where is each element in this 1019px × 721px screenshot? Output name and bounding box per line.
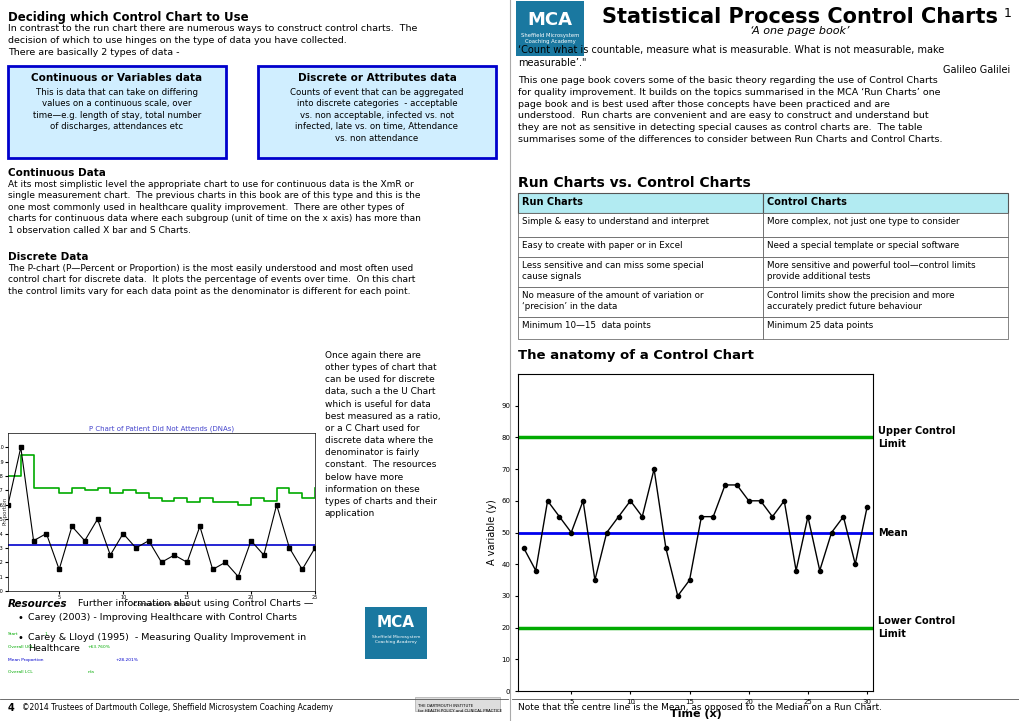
FancyBboxPatch shape	[762, 257, 1007, 287]
Text: +63.760%: +63.760%	[88, 645, 111, 649]
Text: MCA: MCA	[527, 11, 572, 29]
Text: Control limits show the precision and more
accurately predict future behaviour: Control limits show the precision and mo…	[766, 291, 954, 311]
FancyBboxPatch shape	[518, 287, 762, 317]
Text: Minimum 10—15  data points: Minimum 10—15 data points	[522, 321, 650, 330]
Text: Less sensitive and can miss some special
cause signals: Less sensitive and can miss some special…	[522, 261, 703, 281]
Text: Statistical Process Control Charts: Statistical Process Control Charts	[601, 7, 997, 27]
Text: Carey (2003) - Improving Healthcare with Control Charts: Carey (2003) - Improving Healthcare with…	[28, 613, 297, 622]
Text: Carey & Lloyd (1995)  - Measuring Quality Improvement in
Healthcare: Carey & Lloyd (1995) - Measuring Quality…	[28, 633, 306, 653]
FancyBboxPatch shape	[518, 257, 762, 287]
Text: Sheffield Microsystem
Coaching Academy: Sheffield Microsystem Coaching Academy	[372, 635, 420, 644]
Text: ‘Count what is countable, measure what is measurable. What is not measurable, ma: ‘Count what is countable, measure what i…	[518, 45, 944, 68]
X-axis label: Consecutive Time: Consecutive Time	[133, 601, 190, 606]
Text: Run Charts vs. Control Charts: Run Charts vs. Control Charts	[518, 176, 750, 190]
Text: Discrete Data: Discrete Data	[8, 252, 89, 262]
Text: Simple & easy to understand and interpret: Simple & easy to understand and interpre…	[522, 217, 708, 226]
Text: Mean Proportion: Mean Proportion	[8, 658, 44, 662]
Text: Need a special template or special software: Need a special template or special softw…	[766, 241, 958, 250]
Text: Further information about using Control Charts —: Further information about using Control …	[77, 599, 313, 608]
Text: This one page book covers some of the basic theory regarding the use of Control : This one page book covers some of the ba…	[518, 76, 942, 144]
Text: Run Charts: Run Charts	[522, 197, 582, 207]
Text: Resources: Resources	[8, 599, 67, 609]
FancyBboxPatch shape	[762, 193, 1007, 213]
Text: 1: 1	[1003, 7, 1011, 20]
Text: This is data that can take on differing
values on a continuous scale, over
time—: This is data that can take on differing …	[33, 88, 201, 131]
Text: n/a: n/a	[88, 670, 95, 674]
Text: •: •	[18, 633, 23, 643]
Text: Galileo Galilei: Galileo Galilei	[942, 65, 1009, 75]
FancyBboxPatch shape	[365, 607, 427, 659]
Text: In contrast to the run chart there are numerous ways to construct control charts: In contrast to the run chart there are n…	[8, 24, 417, 57]
Text: MCA: MCA	[377, 615, 415, 630]
Text: More sensitive and powerful tool—control limits
provide additional tests: More sensitive and powerful tool—control…	[766, 261, 974, 281]
Text: Deciding which Control Chart to Use: Deciding which Control Chart to Use	[8, 11, 249, 24]
Text: Overall UCL: Overall UCL	[8, 645, 34, 649]
Text: The P-chart (P—Percent or Proportion) is the most easily understood and most oft: The P-chart (P—Percent or Proportion) is…	[8, 264, 415, 296]
Text: •: •	[18, 613, 23, 623]
Title: P Chart of Patient Did Not Attends (DNAs): P Chart of Patient Did Not Attends (DNAs…	[89, 425, 233, 432]
FancyBboxPatch shape	[762, 317, 1007, 339]
Text: Control Charts: Control Charts	[766, 197, 846, 207]
FancyBboxPatch shape	[762, 287, 1007, 317]
Text: Upper Control
Limit: Upper Control Limit	[877, 426, 955, 448]
Text: Note that the centre line is the Mean, as opposed to the Median on a Run Chart.: Note that the centre line is the Mean, a…	[518, 703, 881, 712]
Y-axis label: A variable (y): A variable (y)	[487, 500, 496, 565]
Text: 1: 1	[45, 632, 48, 636]
FancyBboxPatch shape	[518, 213, 762, 237]
Text: At its most simplistic level the appropriate chart to use for continuous data is: At its most simplistic level the appropr…	[8, 180, 421, 235]
Text: More complex, not just one type to consider: More complex, not just one type to consi…	[766, 217, 959, 226]
FancyBboxPatch shape	[8, 66, 226, 158]
Text: Sheffield Microsystem
Coaching Academy: Sheffield Microsystem Coaching Academy	[521, 33, 579, 44]
Text: Overall LCL: Overall LCL	[8, 670, 33, 674]
Text: Counts of event that can be aggregated
into discrete categories  - acceptable
vs: Counts of event that can be aggregated i…	[290, 88, 464, 143]
Text: Minimum 25 data points: Minimum 25 data points	[766, 321, 872, 330]
Text: Start: Start	[8, 632, 18, 636]
Text: Mean: Mean	[877, 528, 907, 537]
Text: THE DARTMOUTH INSTITUTE
for HEALTH POLICY and CLINICAL PRACTICE: THE DARTMOUTH INSTITUTE for HEALTH POLIC…	[418, 704, 501, 712]
Text: Once again there are
other types of chart that
can be used for discrete
data, su: Once again there are other types of char…	[325, 351, 440, 518]
Text: 4: 4	[8, 703, 14, 713]
Text: ©2014 Trustees of Dartmouth College, Sheffield Microsystem Coaching Academy: ©2014 Trustees of Dartmouth College, She…	[22, 703, 332, 712]
Text: Continuous Data: Continuous Data	[8, 168, 106, 178]
Text: The anatomy of a Control Chart: The anatomy of a Control Chart	[518, 349, 753, 362]
FancyBboxPatch shape	[518, 317, 762, 339]
Text: +28.201%: +28.201%	[115, 658, 139, 662]
FancyBboxPatch shape	[518, 193, 762, 213]
FancyBboxPatch shape	[518, 237, 762, 257]
FancyBboxPatch shape	[516, 1, 584, 56]
Text: Proportion: Proportion	[2, 497, 7, 525]
Text: Continuous or Variables data: Continuous or Variables data	[32, 73, 203, 83]
FancyBboxPatch shape	[415, 697, 499, 711]
Text: Lower Control
Limit: Lower Control Limit	[877, 616, 955, 639]
Text: No measure of the amount of variation or
‘precision’ in the data: No measure of the amount of variation or…	[522, 291, 703, 311]
FancyBboxPatch shape	[258, 66, 495, 158]
Text: ‘A one page book’: ‘A one page book’	[750, 26, 849, 36]
X-axis label: Time (x): Time (x)	[668, 709, 720, 719]
Text: Easy to create with paper or in Excel: Easy to create with paper or in Excel	[522, 241, 682, 250]
FancyBboxPatch shape	[762, 237, 1007, 257]
FancyBboxPatch shape	[762, 213, 1007, 237]
Text: Discrete or Attributes data: Discrete or Attributes data	[298, 73, 455, 83]
